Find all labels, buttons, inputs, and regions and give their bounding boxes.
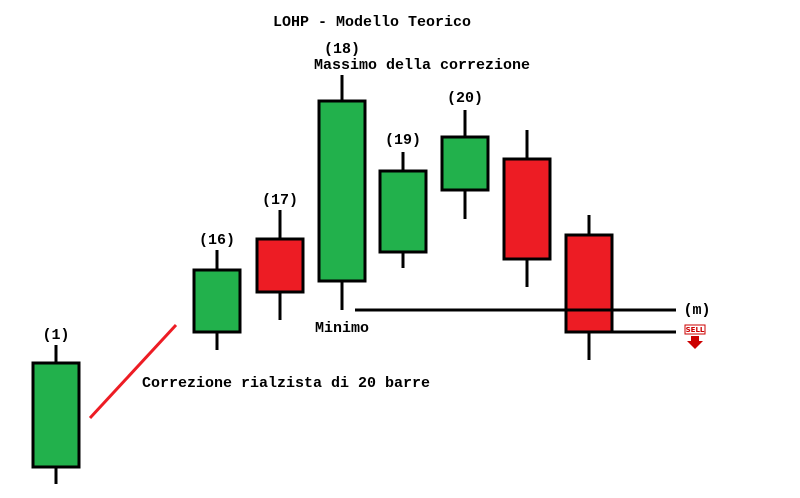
annotation: Minimo xyxy=(315,320,369,337)
candle xyxy=(378,152,428,268)
candle xyxy=(317,75,367,310)
annotation: Correzione rialzista di 20 barre xyxy=(142,375,430,392)
sell-label: SELL xyxy=(686,326,705,334)
candle xyxy=(31,345,81,484)
bar-label: (19) xyxy=(385,132,421,149)
annotation: (m) xyxy=(683,302,710,319)
bar-label: (18) xyxy=(324,41,360,58)
title: LOHP - Modello Teorico xyxy=(273,14,471,31)
annotation: Massimo della correzione xyxy=(314,57,530,74)
candle xyxy=(502,130,552,287)
trend-line xyxy=(88,323,178,420)
bar-label: (16) xyxy=(199,232,235,249)
candle xyxy=(192,250,242,350)
candle xyxy=(440,110,490,219)
candle xyxy=(255,210,305,320)
sell-icon: SELL xyxy=(684,324,706,349)
bar-label: (20) xyxy=(447,90,483,107)
bar-label: (17) xyxy=(262,192,298,209)
bar-label: (1) xyxy=(42,327,69,344)
candle xyxy=(564,215,614,360)
